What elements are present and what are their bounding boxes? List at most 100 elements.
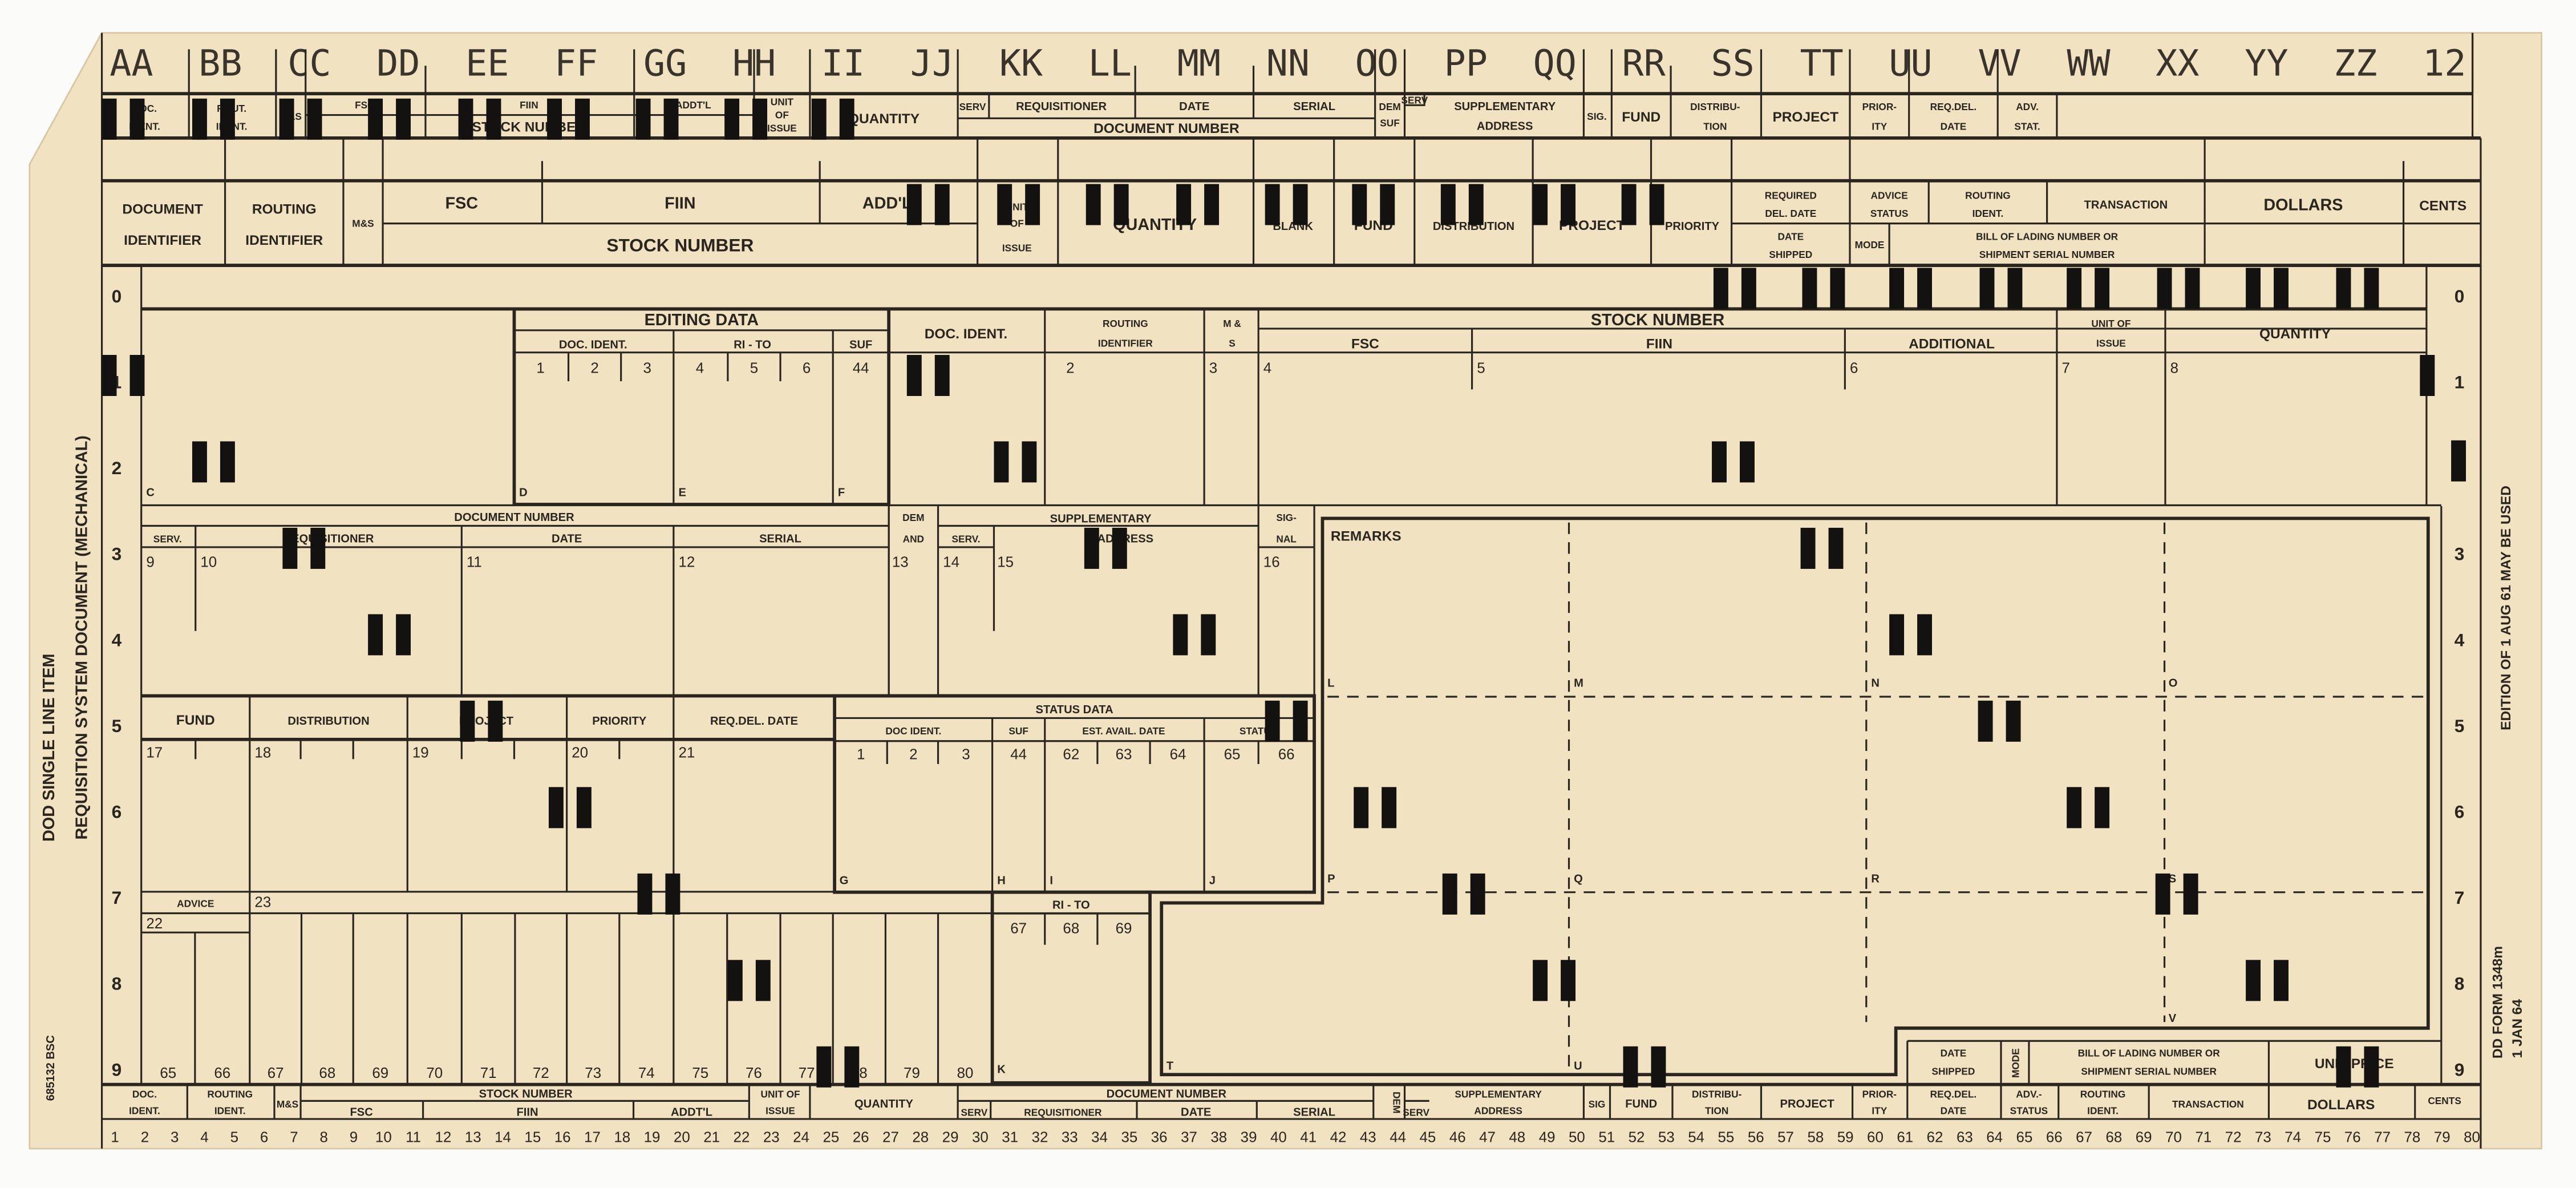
col-number: 5 [1477,361,1485,377]
punch-mark [1022,441,1037,483]
column-number: 9 [350,1129,358,1145]
punch-mark [1889,268,1905,309]
label: PRIOR- [1862,101,1897,112]
label: FIIN [1646,336,1672,351]
label: DOC. [132,1089,157,1100]
column-number: 5 [230,1129,238,1145]
label: PRIORITY [592,715,647,728]
punch-mark [1084,527,1099,569]
top-letter: CC [287,42,331,84]
label: EDITING DATA [645,311,759,329]
punch-mark [816,1046,832,1088]
label: IDENT. [129,1105,160,1116]
top-letter: II [821,42,865,84]
column-number: 70 [426,1065,443,1081]
column-number: 57 [1777,1129,1794,1145]
punch-mark [310,527,326,569]
col-number: 66 [1278,746,1295,762]
column-number: 63 [1957,1129,1973,1145]
box-letter: L [1327,677,1334,690]
column-number: 64 [1986,1129,2003,1145]
label: REQ.DEL. [1930,1089,1977,1100]
header-top-labels: DOC. IDENT. ROUT. IDENT. M&S FSC FIIN AD… [129,94,2040,136]
edition-note: EDITION OF 1 AUG 61 MAY BE USED [2498,486,2514,730]
label: REQUISITIONER [283,532,374,545]
column-number: 35 [1121,1129,1137,1145]
label: DEM [902,512,924,523]
punch-mark [1382,787,1397,829]
column-number: 73 [585,1065,601,1081]
box-letter: R [1871,872,1880,885]
label: SIG. [1587,111,1607,122]
punch-mark [1113,184,1129,225]
col-number: 19 [412,745,429,761]
label: SERV [959,101,986,112]
label: SIG [1589,1098,1606,1110]
column-number: 19 [644,1129,661,1145]
column-number: 69 [372,1065,388,1081]
row-digit-right: 8 [2455,973,2465,994]
label: DEL. DATE [1765,208,1816,219]
punch-mark [994,441,1009,483]
label: DOLLARS [2263,196,2343,215]
label: IDENT. [1972,208,2004,219]
rule [833,694,1316,894]
label: DOCUMENT NUMBER [454,511,574,524]
column-number: 8 [320,1129,328,1145]
punch-mark [1828,527,1844,569]
label: MODE [1855,239,1885,250]
top-letter: EE [465,42,509,84]
punch-mark [2451,440,2466,482]
label: CENTS [2419,199,2466,214]
col-number: 3 [643,361,651,377]
column-number: 46 [1449,1129,1466,1145]
column-number: 68 [2105,1129,2122,1145]
punch-mark [1204,184,1220,225]
label: QUANTITY [2259,326,2331,342]
rule [888,309,2427,697]
label: SERV [1401,94,1428,106]
punch-mark [575,98,590,140]
label: ADDITIONAL [1909,336,1995,351]
punch-mark [1979,268,1995,309]
row-digit-right: 4 [2455,629,2465,650]
label: SERIAL [1293,100,1335,113]
punch-mark [1354,787,1369,829]
punch-mark [839,98,854,140]
punch-mark [2095,787,2110,829]
column-number: 17 [584,1129,601,1145]
col-number: 20 [572,745,588,761]
column-number: 12 [435,1129,452,1145]
label: OF [1010,217,1024,229]
column-number: 61 [1897,1129,1913,1145]
document-number-section: DOCUMENT NUMBER SERV. REQUISITIONER DATE… [146,511,1297,571]
label: IDENTIFIER [124,233,201,248]
label: DATE [1179,100,1209,113]
column-number: 11 [406,1129,421,1145]
punch-mark [368,98,383,140]
col-number: 16 [1263,554,1280,570]
top-letter: DD [376,42,420,84]
box-letter: D [519,487,528,499]
label: DOCUMENT [122,201,202,217]
box-letter: E [678,487,686,499]
punch-mark [755,960,771,1001]
row-digit-left: 2 [112,458,122,478]
label: SERV [1403,1106,1429,1118]
label: SUPPLEMENTARY [1454,100,1556,113]
col-number: 13 [892,554,909,570]
column-number: 18 [614,1129,630,1145]
box-letter: T [1167,1060,1174,1073]
punch-mark [192,441,207,483]
punch-mark [997,184,1012,225]
column-number: 45 [1420,1129,1436,1145]
label: NAL [1276,533,1297,544]
punch-mark [1470,873,1485,915]
rule [102,92,2481,267]
column-number: 76 [746,1065,762,1081]
column-number: 29 [942,1129,959,1145]
top-letter: QQ [1533,42,1577,84]
col-number: 11 [467,554,482,570]
label: IDENT. [214,1105,246,1116]
punch-mark [576,787,592,829]
